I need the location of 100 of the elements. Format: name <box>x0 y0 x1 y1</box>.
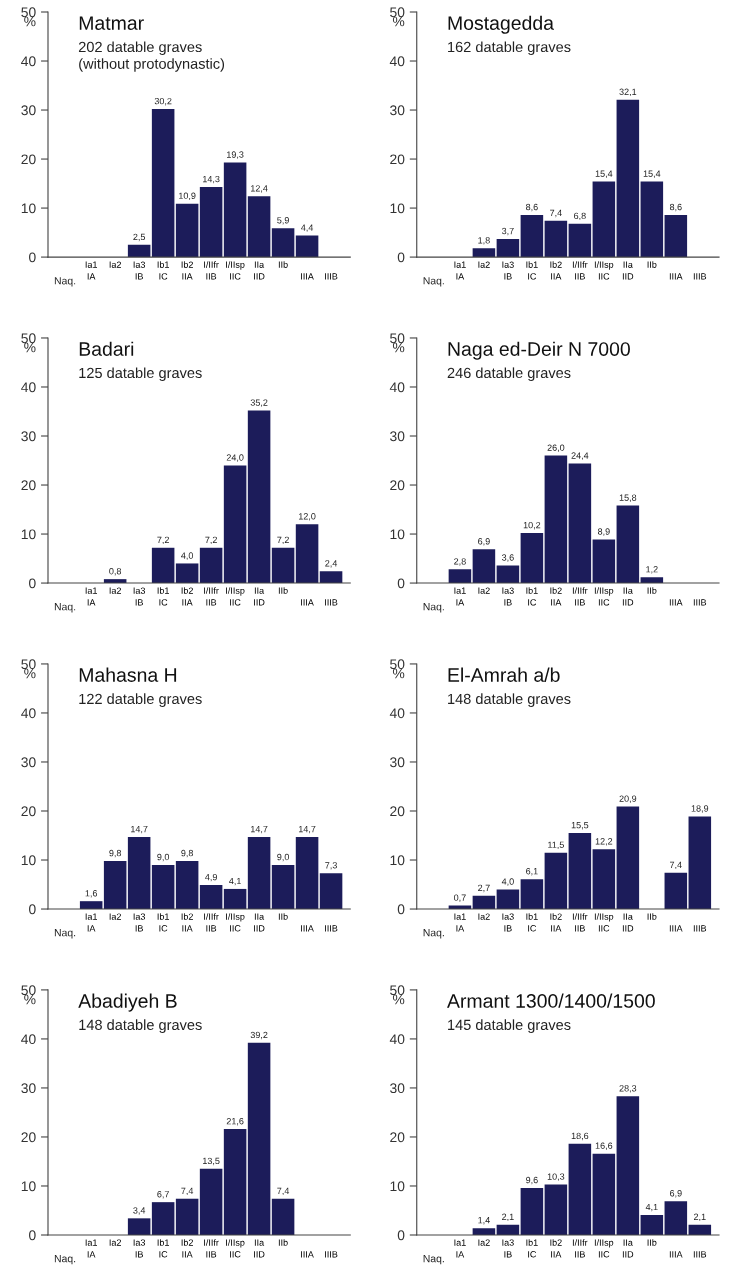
y-tick-label: 40 <box>389 56 405 67</box>
y-tick-label: 20 <box>21 480 36 491</box>
bar <box>271 1198 295 1235</box>
x-tick-label: I/IIfr IIB <box>204 587 219 606</box>
y-tick-label: 0 <box>29 904 36 915</box>
bar <box>472 549 496 584</box>
x-tick-label: I/IIsp IIC <box>226 261 245 280</box>
bar <box>520 1187 544 1235</box>
x-tick-label: IIa IID <box>254 1239 265 1258</box>
data-label: 9,8 <box>109 849 122 858</box>
bar <box>271 547 295 584</box>
data-label: 4,4 <box>301 224 314 232</box>
x-tick-label: Ia2 <box>109 913 121 920</box>
y-tick-label: 30 <box>21 757 36 768</box>
data-label: 2,5 <box>133 233 146 242</box>
bar <box>319 571 343 584</box>
data-label: 9,8 <box>181 849 194 858</box>
x-tick-label: I/IIfr IIB <box>204 913 219 932</box>
text: Naq. <box>54 603 76 613</box>
x-tick-label: Ib1 IC <box>157 913 169 932</box>
x-tick-label: IIa IID <box>254 261 265 280</box>
data-label: 26,0 <box>547 444 565 452</box>
bar <box>223 888 247 910</box>
bar <box>295 235 319 258</box>
y-tick-label: 0 <box>29 1230 36 1241</box>
chart-title: Mahasna H <box>79 667 177 682</box>
data-label: 2,4 <box>325 560 338 568</box>
y-tick-label: 10 <box>21 855 36 866</box>
data-label: 3,7 <box>501 227 514 236</box>
y-tick-label: 20 <box>21 1132 36 1143</box>
x-tick-label: Ia3 IB <box>502 261 514 280</box>
bar <box>664 872 688 910</box>
y-tick-label: 10 <box>21 203 36 214</box>
y-tick-label: 40 <box>389 382 405 393</box>
data-label: 7,3 <box>325 862 337 870</box>
data-label: 1,6 <box>85 890 98 898</box>
bar <box>520 533 544 584</box>
bar <box>295 836 319 910</box>
x-tick-label: Ia1 IA <box>85 1239 98 1258</box>
bar <box>640 181 664 258</box>
data-label: 2,1 <box>502 1213 514 1222</box>
bar <box>496 238 520 258</box>
bar <box>247 1042 271 1235</box>
bar <box>151 547 175 584</box>
y-tick-label: 20 <box>390 1132 405 1143</box>
x-tick-label: IIIB <box>693 273 707 280</box>
data-label: 21,6 <box>226 1118 244 1126</box>
x-tick-label: Ib1 IC <box>526 587 538 606</box>
x-tick-label: IIIA <box>669 599 683 606</box>
x-tick-label: I/IIfr IIB <box>204 261 219 280</box>
text: 145 datable graves <box>448 1019 571 1033</box>
bar <box>640 1214 664 1235</box>
bar <box>151 109 175 258</box>
data-label: 4,0 <box>501 878 514 886</box>
y-axis-title: % <box>24 668 36 679</box>
x-tick-label: Ia3 IB <box>133 587 146 606</box>
data-label: 1,8 <box>478 237 490 245</box>
x-tick-label: IIb <box>647 913 657 920</box>
x-tick-label: I/IIfr IIB <box>572 913 588 932</box>
text: Naq. <box>423 929 444 939</box>
x-tick-label: I/IIsp IIC <box>594 587 614 606</box>
data-label: 0,7 <box>454 894 466 902</box>
text: 125 datable graves <box>79 367 202 381</box>
x-tick-label: Ib1 IC <box>526 261 538 280</box>
x-tick-label: IIb <box>647 1239 657 1246</box>
x-tick-label: I/IIsp IIC <box>226 1239 245 1258</box>
x-tick-label: IIb <box>647 261 657 268</box>
x-tick-label: Ia3 IB <box>502 913 514 932</box>
x-tick-label: Ib2 IIA <box>181 261 193 280</box>
y-tick-label: 20 <box>390 154 405 165</box>
bar <box>175 860 199 910</box>
y-tick-label: 40 <box>389 1034 405 1045</box>
data-label: 16,6 <box>595 1142 613 1150</box>
y-tick-label: 50 <box>21 985 36 996</box>
x-tick-label: Ia1 IA <box>454 261 466 280</box>
y-tick-label: 0 <box>29 578 36 589</box>
y-tick-label: 50 <box>21 333 36 344</box>
x-tick-label: IIb <box>278 913 288 920</box>
data-label: 39,2 <box>250 1031 268 1040</box>
x-tick-label: IIb <box>278 1239 288 1246</box>
data-label: 7,4 <box>670 861 682 870</box>
bar <box>223 465 247 584</box>
data-label: 15,5 <box>571 822 589 830</box>
data-label: 18,9 <box>691 805 709 813</box>
y-axis-title: % <box>392 668 405 679</box>
y-tick-label: 50 <box>390 659 405 670</box>
data-label: 14,7 <box>131 825 148 834</box>
x-tick-label: Ib2 IIA <box>181 913 193 932</box>
x-tick-label: I/IIsp IIC <box>594 261 614 280</box>
bar <box>127 836 151 910</box>
y-axis-title: % <box>392 16 405 27</box>
x-tick-label: IIIA <box>301 1251 314 1258</box>
bar <box>568 463 592 584</box>
bar <box>568 1143 592 1235</box>
data-label: 8,9 <box>597 528 610 536</box>
x-tick-label: Ia2 <box>478 261 490 268</box>
data-label: 19,3 <box>227 151 244 159</box>
bar <box>664 1201 688 1235</box>
x-tick-label: IIa IID <box>254 913 265 932</box>
bar <box>223 162 247 258</box>
